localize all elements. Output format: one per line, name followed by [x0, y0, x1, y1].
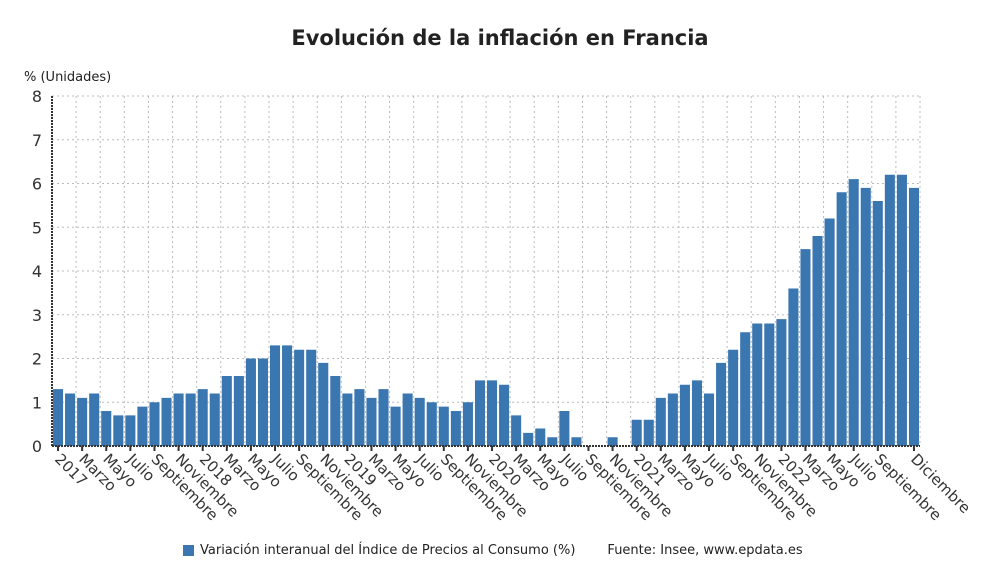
bar [378, 389, 389, 446]
bar [318, 362, 329, 446]
bar [402, 393, 413, 446]
bar [438, 406, 449, 446]
bar [655, 397, 666, 446]
legend-label: Variación interanual del Índice de Preci… [200, 543, 576, 558]
bar [342, 393, 353, 446]
bar [209, 393, 220, 446]
bar [450, 411, 461, 446]
bar [294, 349, 305, 446]
y-tick-label: 4 [32, 262, 42, 281]
bar [390, 406, 401, 446]
legend-swatch [183, 545, 194, 556]
bar [306, 349, 317, 446]
bar [185, 393, 196, 446]
bar [824, 218, 835, 446]
bar [872, 201, 883, 446]
y-axis-label: % (Unidades) [24, 70, 112, 85]
bar [197, 389, 208, 446]
bar [487, 380, 498, 446]
bar [788, 288, 799, 446]
bar [149, 402, 160, 446]
bar [511, 415, 522, 446]
bar [535, 428, 546, 446]
bar [523, 432, 534, 446]
bar [848, 179, 859, 446]
bar [354, 389, 365, 446]
y-tick-label: 7 [32, 131, 42, 150]
bar [257, 358, 268, 446]
bar [571, 437, 582, 446]
bar [631, 419, 642, 446]
bar [426, 402, 437, 446]
bar [53, 389, 64, 446]
bar [812, 236, 823, 446]
bar [836, 192, 847, 446]
bar [137, 406, 148, 446]
legend: Variación interanual del Índice de Preci… [183, 543, 803, 558]
y-tick-label: 1 [32, 393, 42, 412]
bar [752, 323, 763, 446]
bar [233, 376, 244, 446]
bar [221, 376, 232, 446]
bar [330, 376, 341, 446]
bar [462, 402, 473, 446]
bar [270, 345, 281, 446]
bar [414, 397, 425, 446]
bar [366, 397, 377, 446]
y-tick-label: 2 [32, 350, 42, 369]
bar [89, 393, 100, 446]
bar [728, 349, 739, 446]
bar [65, 393, 76, 446]
bar [547, 437, 558, 446]
bar [764, 323, 775, 446]
bar [77, 397, 88, 446]
bar [499, 384, 510, 446]
chart-title: Evolución de la inflación en Francia [291, 26, 709, 50]
bar [173, 393, 184, 446]
bar [884, 174, 895, 446]
y-tick-label: 5 [32, 218, 42, 237]
y-tick-label: 8 [32, 87, 42, 106]
bar [667, 393, 678, 446]
bar [559, 411, 570, 446]
bar [860, 187, 871, 446]
bar [740, 332, 751, 446]
bar [704, 393, 715, 446]
bar [679, 384, 690, 446]
bar [161, 397, 172, 446]
y-tick-label: 3 [32, 306, 42, 325]
bar [282, 345, 293, 446]
bar [474, 380, 485, 446]
bar [908, 187, 919, 446]
source-note: Fuente: Insee, www.epdata.es [607, 543, 803, 558]
bar [691, 380, 702, 446]
bar [800, 249, 811, 446]
y-tick-label: 6 [32, 175, 42, 194]
bar [643, 419, 654, 446]
bar [125, 415, 136, 446]
bar [607, 437, 618, 446]
bar [101, 411, 112, 446]
y-tick-label: 0 [32, 437, 42, 456]
bar [113, 415, 124, 446]
bar [716, 362, 727, 446]
bar [776, 319, 787, 446]
bar [245, 358, 256, 446]
bar [896, 174, 907, 446]
